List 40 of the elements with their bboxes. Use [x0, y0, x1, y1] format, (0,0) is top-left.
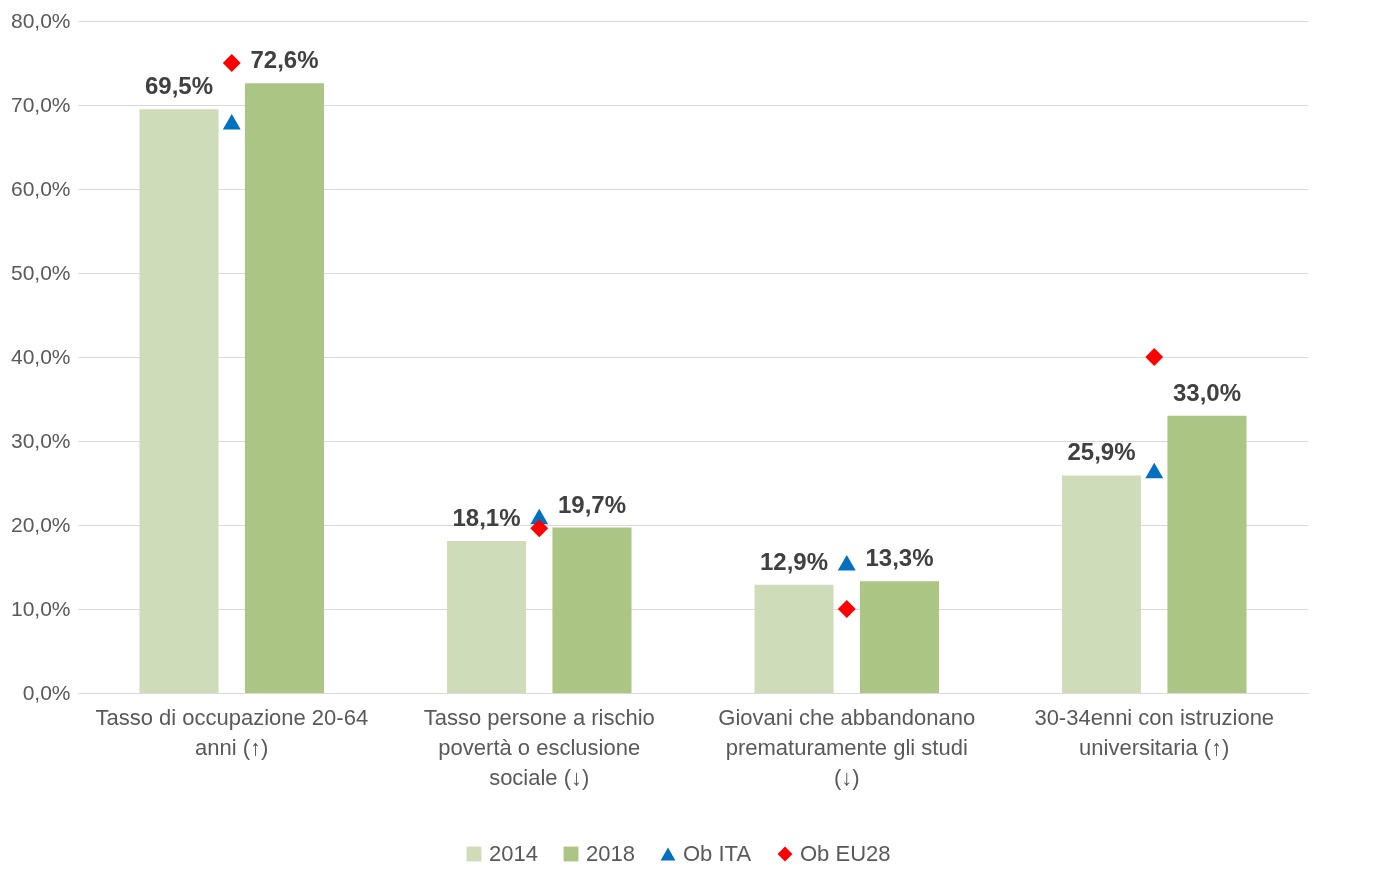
bar [552, 527, 632, 693]
y-tick-label: 80,0% [10, 8, 71, 32]
legend-label: Ob ITA [683, 841, 752, 866]
point [1145, 348, 1164, 366]
legend-label: 2014 [489, 841, 538, 866]
bar [754, 584, 834, 693]
data-label: 19,7% [557, 490, 626, 518]
point [222, 54, 241, 72]
point [530, 519, 549, 538]
x-tick-label: Tasso persone a rischio povertà o esclusione sociale (↓) [423, 704, 655, 790]
data-label: 12,9% [760, 547, 829, 575]
x-tick-label: Tasso di occupazione 20-64 anni (↑) [95, 704, 369, 760]
data-label: 13,3% [865, 544, 934, 572]
legend-label: 2018 [586, 841, 635, 866]
y-tick-label: 30,0% [10, 428, 71, 452]
y-tick-label: 70,0% [10, 92, 71, 116]
data-label: 69,5% [145, 72, 214, 100]
bar [859, 581, 939, 693]
point [837, 600, 856, 618]
y-tick-label: 60,0% [10, 176, 71, 200]
legend-label: Ob EU28 [800, 841, 891, 866]
data-label: 18,1% [452, 503, 521, 531]
y-tick-label: 0,0% [22, 680, 71, 704]
bar [244, 83, 324, 693]
bar [1167, 415, 1247, 693]
bar [447, 540, 527, 693]
point [837, 555, 856, 571]
data-label: 33,0% [1172, 378, 1241, 406]
point [222, 114, 241, 130]
point [1145, 462, 1164, 479]
data-label: 72,6% [250, 46, 319, 74]
y-tick-label: 50,0% [10, 260, 71, 284]
bar [139, 109, 219, 693]
data-label: 25,9% [1067, 438, 1136, 466]
y-tick-label: 40,0% [10, 344, 71, 368]
x-tick-label: 30-34enni con istruzione universitaria (↑) [1034, 704, 1275, 760]
y-tick-label: 20,0% [10, 512, 71, 536]
x-tick-label: Giovani che abbandonano prematuramente gli studi (↓) [718, 704, 976, 790]
y-tick-label: 10,0% [10, 596, 71, 620]
bar [1062, 475, 1142, 693]
